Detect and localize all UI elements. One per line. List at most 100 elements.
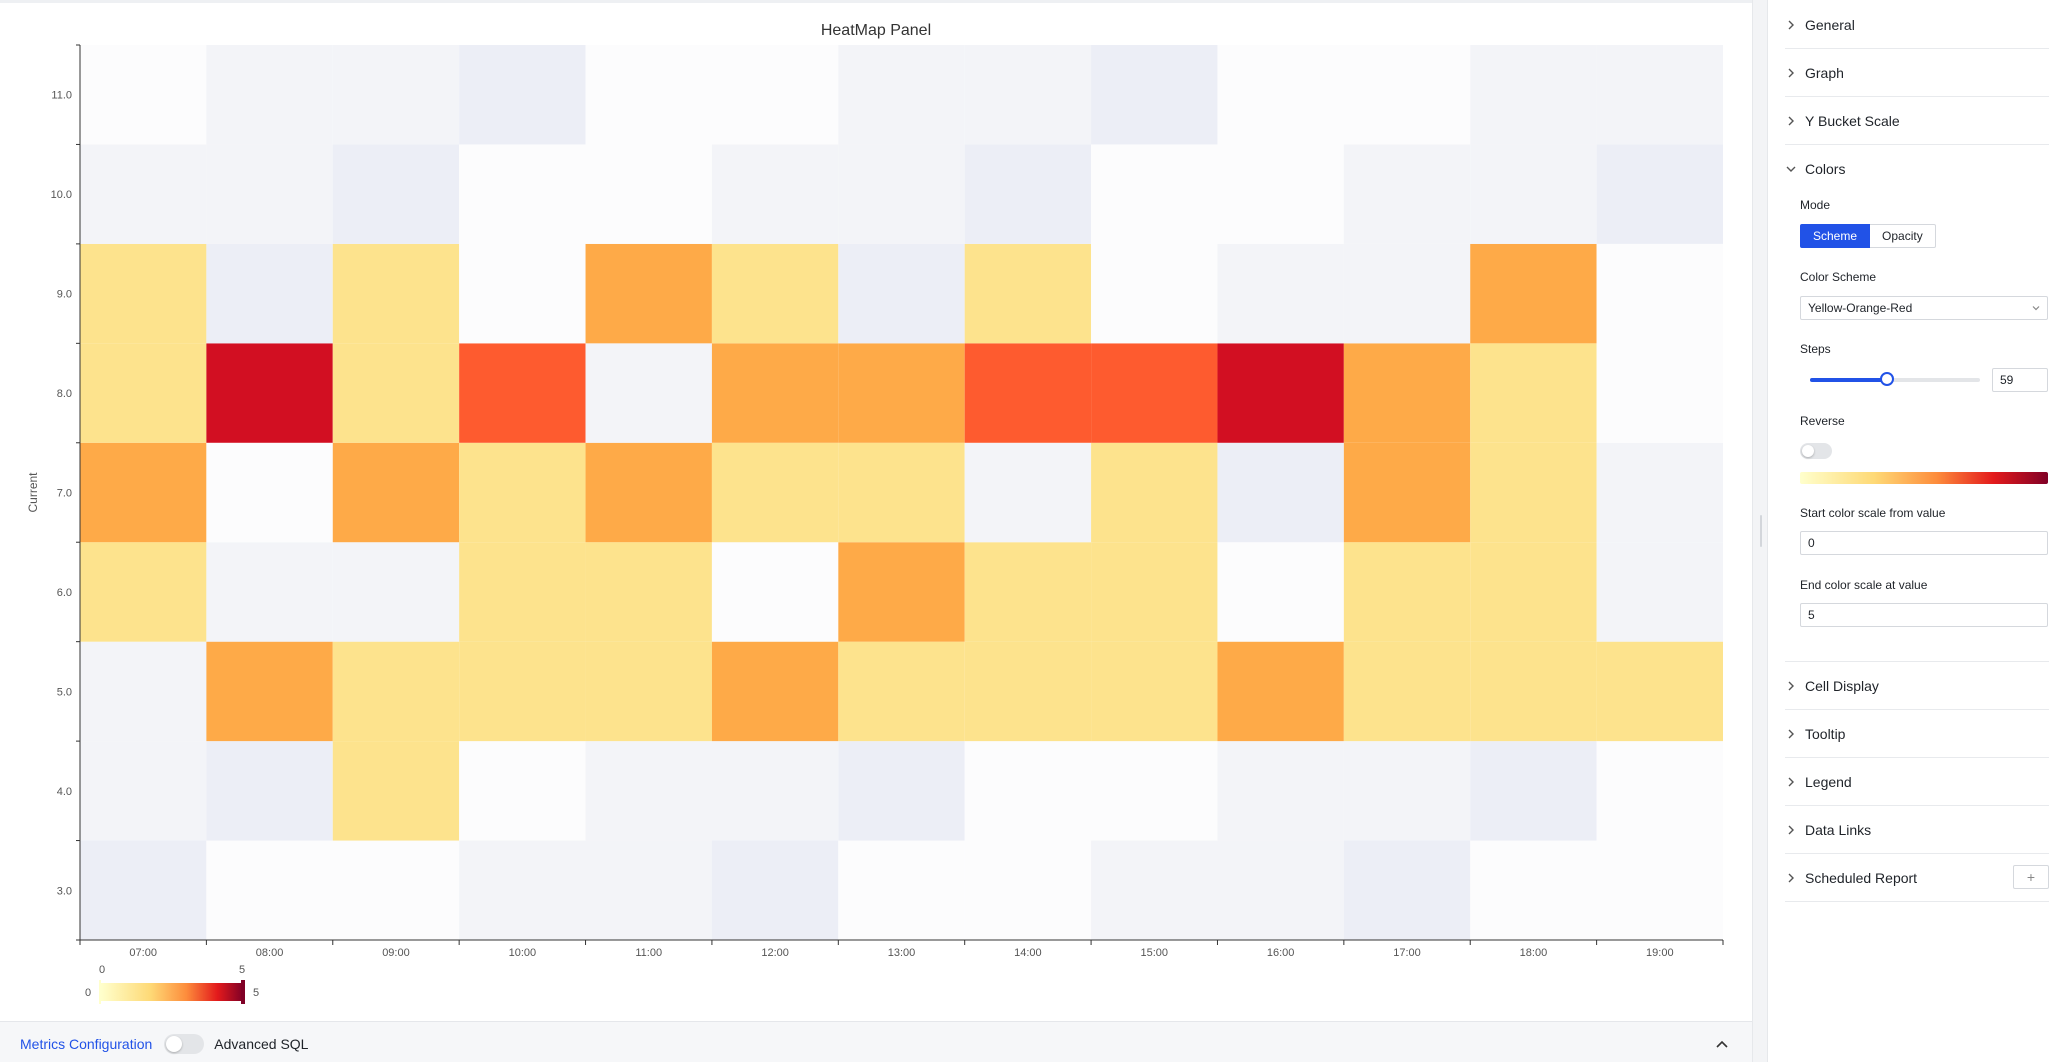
section-y-bucket-scale[interactable]: Y Bucket Scale: [1785, 97, 2049, 145]
heatmap-cell[interactable]: [964, 442, 1092, 543]
heatmap-cell[interactable]: [459, 343, 586, 443]
color-scheme-select[interactable]: Yellow-Orange-Red: [1800, 296, 2048, 320]
mode-option-scheme[interactable]: Scheme: [1800, 224, 1871, 248]
heatmap-cell[interactable]: [1596, 243, 1723, 344]
heatmap-cell[interactable]: [206, 641, 333, 742]
section-general[interactable]: General: [1785, 1, 2049, 49]
advanced-sql-toggle[interactable]: [164, 1033, 205, 1054]
section-tooltip[interactable]: Tooltip: [1785, 710, 2049, 758]
heatmap-cell[interactable]: [332, 343, 460, 443]
heatmap-cell[interactable]: [585, 542, 712, 642]
heatmap-cell[interactable]: [1470, 45, 1597, 145]
heatmap-cell[interactable]: [1596, 442, 1723, 543]
heatmap-cell[interactable]: [1217, 243, 1344, 344]
steps-input[interactable]: 59: [1992, 368, 2048, 392]
heatmap-cell[interactable]: [80, 641, 207, 742]
heatmap-cell[interactable]: [964, 343, 1092, 443]
heatmap-cell[interactable]: [1343, 542, 1471, 642]
heatmap-cell[interactable]: [1470, 144, 1597, 244]
heatmap-cell[interactable]: [1596, 840, 1723, 940]
heatmap-cell[interactable]: [585, 840, 712, 940]
heatmap-cell[interactable]: [332, 542, 460, 642]
heatmap-cell[interactable]: [1343, 442, 1471, 543]
heatmap-cell[interactable]: [459, 45, 586, 145]
heatmap-cell[interactable]: [838, 542, 965, 642]
heatmap-cell[interactable]: [1217, 144, 1344, 244]
heatmap-cell[interactable]: [80, 741, 207, 841]
heatmap-cell[interactable]: [1470, 840, 1597, 940]
heatmap-cell[interactable]: [1343, 641, 1471, 742]
heatmap-cell[interactable]: [332, 243, 460, 344]
heatmap-cell[interactable]: [585, 343, 712, 443]
heatmap-cell[interactable]: [1343, 144, 1471, 244]
heatmap-cell[interactable]: [711, 45, 839, 145]
heatmap-cell[interactable]: [80, 45, 207, 145]
heatmap-cell[interactable]: [838, 840, 965, 940]
heatmap-cell[interactable]: [964, 741, 1092, 841]
heatmap-cell[interactable]: [964, 144, 1092, 244]
heatmap-cell[interactable]: [711, 641, 839, 742]
heatmap-cell[interactable]: [1596, 542, 1723, 642]
heatmap-cell[interactable]: [80, 144, 207, 244]
heatmap-cell[interactable]: [1091, 243, 1218, 344]
heatmap-cell[interactable]: [206, 243, 333, 344]
heatmap-cell[interactable]: [1091, 45, 1218, 145]
heatmap-cell[interactable]: [1091, 442, 1218, 543]
heatmap-cell[interactable]: [80, 343, 207, 443]
heatmap-cell[interactable]: [332, 45, 460, 145]
heatmap-cell[interactable]: [1470, 243, 1597, 344]
heatmap-cell[interactable]: [1217, 840, 1344, 940]
section-legend[interactable]: Legend: [1785, 758, 2049, 806]
heatmap-cell[interactable]: [711, 243, 839, 344]
heatmap-cell[interactable]: [1091, 641, 1218, 742]
heatmap-cell[interactable]: [1596, 45, 1723, 145]
heatmap-cell[interactable]: [585, 442, 712, 543]
heatmap-cell[interactable]: [838, 741, 965, 841]
heatmap-cell[interactable]: [80, 542, 207, 642]
heatmap-cell[interactable]: [711, 144, 839, 244]
heatmap-cell[interactable]: [206, 741, 333, 841]
heatmap-cell[interactable]: [838, 45, 965, 145]
heatmap-cell[interactable]: [332, 741, 460, 841]
section-colors[interactable]: Colors: [1785, 145, 2049, 193]
heatmap-cell[interactable]: [585, 45, 712, 145]
heatmap-cell[interactable]: [459, 641, 586, 742]
heatmap-cell[interactable]: [1596, 741, 1723, 841]
heatmap-cell[interactable]: [1217, 343, 1344, 443]
metrics-configuration-link[interactable]: Metrics Configuration: [20, 1035, 153, 1052]
heatmap-cell[interactable]: [964, 45, 1092, 145]
heatmap-cell[interactable]: [332, 840, 460, 940]
heatmap-cell[interactable]: [585, 741, 712, 841]
heatmap-cell[interactable]: [1343, 343, 1471, 443]
heatmap-cell[interactable]: [964, 542, 1092, 642]
start-value-input[interactable]: 0: [1800, 531, 2048, 555]
heatmap-cell[interactable]: [206, 840, 333, 940]
heatmap-cell[interactable]: [1343, 741, 1471, 841]
heatmap-cell[interactable]: [1217, 741, 1344, 841]
heatmap-cell[interactable]: [80, 840, 207, 940]
heatmap-cell[interactable]: [1470, 741, 1597, 841]
heatmap-cell[interactable]: [206, 144, 333, 244]
heatmap-cell[interactable]: [1217, 542, 1344, 642]
heatmap-cell[interactable]: [206, 542, 333, 642]
heatmap-cell[interactable]: [459, 542, 586, 642]
end-value-input[interactable]: 5: [1800, 603, 2048, 627]
heatmap-cell[interactable]: [1091, 144, 1218, 244]
heatmap-cell[interactable]: [459, 442, 586, 543]
heatmap-cell[interactable]: [838, 243, 965, 344]
heatmap-cell[interactable]: [964, 243, 1092, 344]
heatmap-cell[interactable]: [1217, 641, 1344, 742]
heatmap-cell[interactable]: [838, 442, 965, 543]
heatmap-cell[interactable]: [459, 840, 586, 940]
heatmap-cell[interactable]: [459, 243, 586, 344]
heatmap-cell[interactable]: [332, 641, 460, 742]
heatmap-cell[interactable]: [964, 641, 1092, 742]
section-graph[interactable]: Graph: [1785, 49, 2049, 97]
heatmap-cell[interactable]: [1091, 741, 1218, 841]
reverse-toggle[interactable]: [1800, 443, 1832, 459]
heatmap-cell[interactable]: [585, 641, 712, 742]
heatmap-cell[interactable]: [332, 144, 460, 244]
heatmap-cell[interactable]: [838, 343, 965, 443]
heatmap-cell[interactable]: [80, 243, 207, 344]
heatmap-cell[interactable]: [711, 442, 839, 543]
